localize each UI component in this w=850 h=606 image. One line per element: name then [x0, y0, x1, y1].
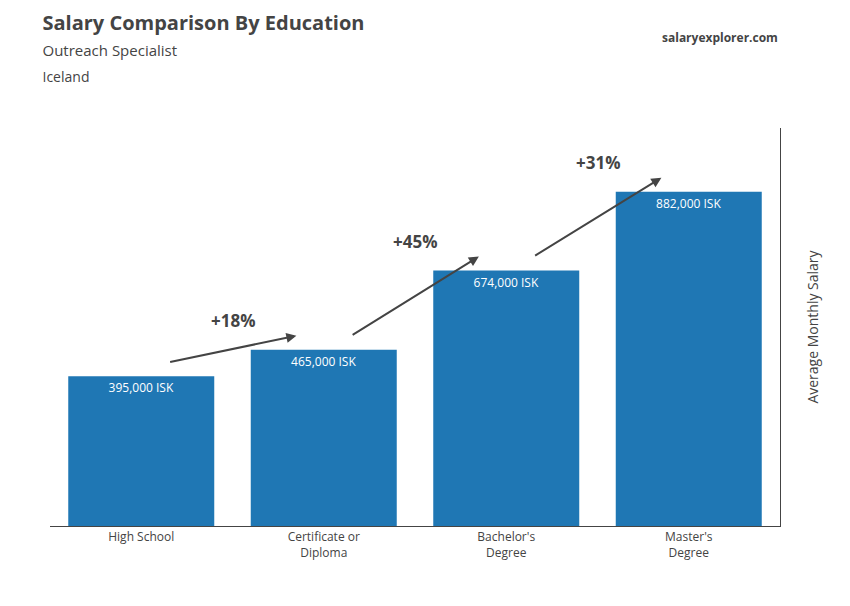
svg-text:Salary Comparison By Education: Salary Comparison By EducationOutreach S…: [43, 9, 365, 86]
svg-text:674,000 ISK: 674,000 ISK: [474, 274, 539, 291]
svg-text:Average Monthly Salary: Average Monthly Salary: [803, 249, 822, 403]
svg-text:395,000 ISK: 395,000 ISK: [109, 379, 174, 396]
svg-text:465,000 ISK: 465,000 ISK: [291, 353, 356, 370]
svg-text:+45%: +45%: [393, 230, 437, 253]
svg-text:Bachelor'sDegree: Bachelor'sDegree: [477, 528, 535, 561]
svg-text:High School: High School: [108, 528, 174, 545]
svg-text:+31%: +31%: [576, 151, 620, 174]
svg-text:salaryexplorer.com: salaryexplorer.com: [662, 29, 778, 46]
svg-text:+18%: +18%: [211, 309, 255, 332]
svg-text:882,000 ISK: 882,000 ISK: [656, 195, 721, 212]
svg-text:Certificate orDiploma: Certificate orDiploma: [288, 528, 360, 561]
svg-text:Master'sDegree: Master'sDegree: [665, 528, 713, 561]
